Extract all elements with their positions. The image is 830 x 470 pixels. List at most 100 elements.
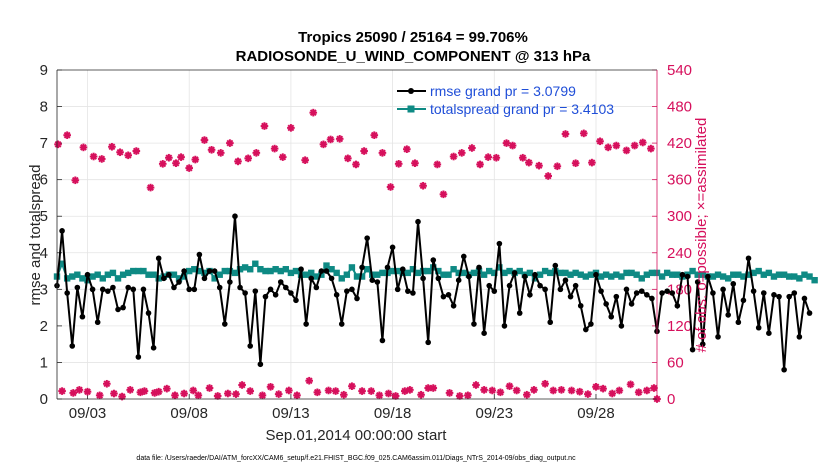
- obs-point: [226, 139, 234, 147]
- obs-mark-stroke: [155, 388, 163, 396]
- rmse-point: [389, 244, 396, 251]
- left-y-tick-label: 8: [40, 99, 48, 116]
- obs-point: [544, 172, 552, 180]
- obs-point: [69, 389, 78, 397]
- obs-mark-stroke: [180, 390, 188, 397]
- obs-mark-stroke: [446, 389, 453, 397]
- totalspread-point: [755, 267, 762, 275]
- totalspread-point: [501, 269, 508, 277]
- obs-point: [360, 147, 368, 155]
- totalspread-point: [252, 260, 259, 267]
- obs-point: [433, 160, 442, 169]
- totalspread-point: [689, 267, 696, 275]
- obs-point: [457, 149, 466, 157]
- obs-mark-stroke: [472, 381, 480, 389]
- obs-mark-stroke: [592, 383, 600, 391]
- rmse-point: [384, 264, 391, 271]
- obs-mark-stroke: [557, 386, 565, 394]
- totalspread-point: [643, 271, 651, 278]
- obs-point: [584, 390, 592, 398]
- left-y-tick-label: 1: [40, 354, 48, 371]
- totalspread-point: [709, 273, 717, 280]
- totalspread-point: [302, 271, 310, 278]
- obs-point: [83, 387, 92, 396]
- rmse-point: [191, 286, 198, 293]
- right-y-axis-label: # of obs: o=possible; ×=assimilated: [693, 118, 710, 353]
- right-y-tick-label: 240: [667, 245, 692, 262]
- obs-point: [146, 183, 155, 192]
- totalspread-point: [486, 267, 493, 275]
- rmse-point: [120, 304, 126, 311]
- obs-mark-stroke: [519, 154, 527, 162]
- rmse-point: [542, 286, 548, 293]
- totalspread-point: [516, 267, 523, 275]
- totalspread-point: [394, 267, 401, 275]
- rmse-point: [745, 255, 752, 262]
- obs-mark-stroke: [584, 390, 592, 398]
- obs-point: [258, 391, 267, 400]
- obs-point: [403, 145, 411, 154]
- obs-mark-stroke: [411, 159, 419, 167]
- obs-mark-stroke: [604, 143, 612, 151]
- obs-point: [285, 386, 293, 395]
- rmse-point: [694, 279, 701, 285]
- rmse-point: [435, 275, 442, 282]
- obs-point: [79, 143, 88, 152]
- obs-mark-stroke: [588, 159, 596, 167]
- rmse-point: [644, 292, 650, 298]
- obs-mark-stroke: [75, 386, 83, 394]
- obs-mark-stroke: [259, 391, 266, 399]
- obs-point: [185, 164, 194, 172]
- rmse-point: [166, 271, 172, 278]
- obs-point: [476, 160, 484, 169]
- obs-mark-stroke: [424, 384, 432, 392]
- obs-mark-stroke: [279, 153, 287, 161]
- totalspread-point: [175, 275, 183, 282]
- obs-mark-stroke: [332, 387, 340, 395]
- rmse-point: [99, 286, 106, 293]
- totalspread-point: [74, 271, 81, 278]
- totalspread-point: [79, 275, 86, 282]
- rmse-point: [633, 290, 640, 296]
- obs-point: [274, 390, 283, 398]
- obs-mark-stroke: [232, 390, 240, 398]
- obs-point: [116, 148, 124, 157]
- rmse-point: [349, 286, 355, 293]
- obs-mark-stroke: [456, 392, 464, 400]
- rmse-point: [750, 288, 757, 294]
- obs-mark-stroke: [124, 151, 132, 159]
- rmse-point: [176, 279, 182, 285]
- rmse-point: [527, 292, 533, 298]
- rmse-point: [720, 286, 726, 293]
- obs-point: [180, 389, 188, 398]
- rmse-point: [140, 286, 147, 293]
- obs-mark-stroke: [535, 162, 543, 170]
- obs-mark-stroke: [71, 176, 79, 184]
- rmse-point: [521, 273, 528, 280]
- obs-mark-stroke: [596, 137, 604, 145]
- totalspread-point: [562, 269, 569, 277]
- obs-mark-stroke: [201, 136, 208, 144]
- obs-point: [194, 391, 203, 400]
- totalspread-point: [577, 271, 584, 278]
- obs-mark-stroke: [562, 130, 569, 138]
- rmse-point: [638, 288, 645, 294]
- obs-point: [367, 387, 376, 395]
- obs-point: [89, 152, 98, 161]
- rmse-series: [54, 213, 813, 373]
- totalspread-point: [694, 271, 701, 278]
- rmse-point: [399, 266, 406, 273]
- obs-point: [643, 386, 651, 395]
- obs-point: [406, 386, 414, 394]
- chart-title: Tropics 25090 / 25164 = 99.706%: [298, 29, 528, 46]
- obs-mark-stroke: [293, 391, 301, 399]
- obs-mark-stroke: [271, 145, 279, 153]
- rmse-point: [94, 319, 101, 326]
- obs-mark-stroke: [177, 153, 185, 161]
- rmse-point: [735, 319, 742, 326]
- obs-point: [260, 122, 269, 130]
- rmse-point: [801, 295, 808, 302]
- obs-mark-stroke: [549, 387, 557, 394]
- obs-point: [530, 386, 538, 394]
- totalspread-point: [455, 269, 462, 277]
